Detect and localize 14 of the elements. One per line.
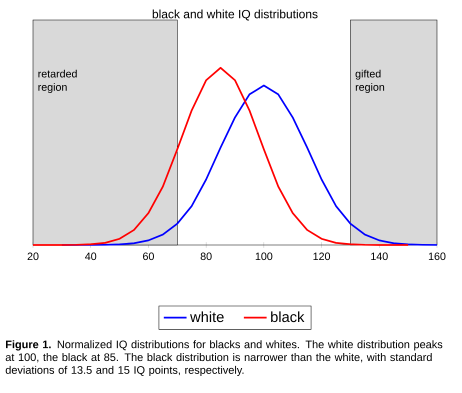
- x-tick-label: 80: [200, 252, 212, 260]
- x-tick-label: 40: [85, 252, 96, 260]
- x-tick-label: 100: [256, 252, 272, 260]
- legend-label: black: [271, 311, 304, 322]
- legend-label: white: [190, 311, 224, 322]
- x-tick-label: 140: [371, 252, 388, 260]
- chart-title: black and white IQ distributions: [152, 10, 318, 20]
- x-tick-label: 160: [428, 252, 446, 260]
- x-tick-label: 120: [313, 252, 330, 260]
- band-label: retarded region: [38, 70, 77, 93]
- band-label: gifted region: [356, 70, 384, 93]
- x-tick-label: 20: [28, 252, 39, 260]
- x-tick-label: 60: [143, 252, 154, 260]
- text: Figure 1. Normalized IQ distributions for blacks and whites. The white distribution peaks at 100, the black at 85. The black distribution is narrower than the white, with standard deviations of 13.5 and 15 IQ points, respectively.: [6, 340, 442, 376]
